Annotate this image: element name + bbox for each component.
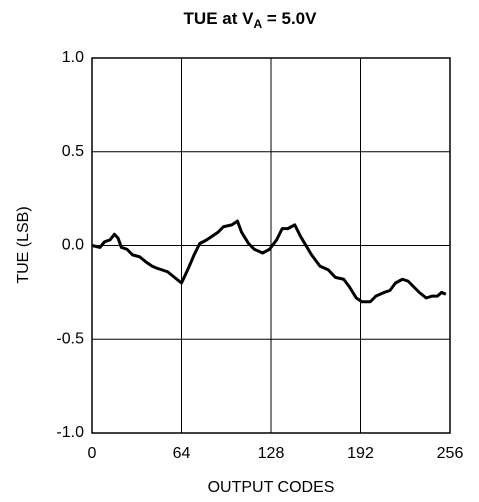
data-line xyxy=(91,219,447,304)
title-subscript: A xyxy=(253,17,262,31)
title-text: TUE at V xyxy=(184,9,255,28)
y-tick-label: 0.0 xyxy=(62,237,84,254)
y-axis-label: TUE (LSB) xyxy=(15,206,32,283)
y-tick-label: 1.0 xyxy=(62,49,84,66)
x-axis-label: OUTPUT CODES xyxy=(208,479,335,496)
x-tick-label: 192 xyxy=(347,445,374,462)
x-tick-label: 256 xyxy=(437,445,464,462)
title-text: = 5.0V xyxy=(262,9,317,28)
x-tick-label: 64 xyxy=(173,445,191,462)
x-tick-label: 0 xyxy=(88,445,97,462)
chart-title: TUE at VA = 5.0V xyxy=(184,9,318,31)
x-tick-label: 128 xyxy=(258,445,285,462)
y-tick-label: -1.0 xyxy=(56,424,84,441)
y-tick-label: 0.5 xyxy=(62,143,84,160)
y-tick-label: -0.5 xyxy=(56,330,84,347)
